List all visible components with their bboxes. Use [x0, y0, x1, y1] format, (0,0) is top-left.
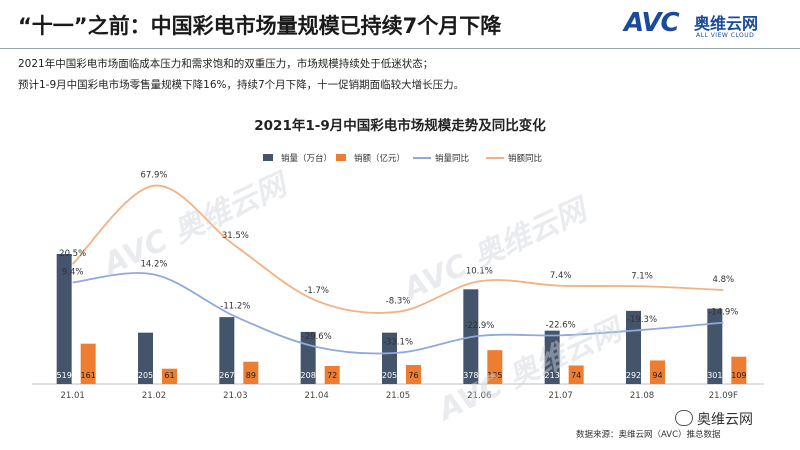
bar-amount — [80, 343, 96, 384]
bar-amount — [243, 361, 259, 384]
line-volume-yoy-label: -22.6% — [546, 320, 576, 330]
line-amount-yoy-label: 67.9% — [140, 171, 167, 181]
line-amount-yoy-label: 10.1% — [466, 266, 493, 276]
bar-volume-label: 205 — [138, 371, 153, 380]
avc-logo: AVC 奥维云网 ALL VIEW CLOUD — [624, 8, 774, 44]
legend-swatch — [263, 154, 273, 161]
line-volume-yoy-label: 9.4% — [62, 267, 84, 277]
line-amount-yoy-label: 31.5% — [222, 231, 249, 241]
x-tick-label: 21.03 — [223, 391, 247, 401]
bar-volume-label: 213 — [545, 371, 560, 380]
legend-swatch — [336, 154, 346, 161]
bar-amount-label: 94 — [652, 371, 662, 380]
bar-amount-label: 74 — [571, 371, 581, 380]
bar-amount — [568, 365, 584, 384]
line-amount-yoy-label: 4.8% — [713, 275, 735, 285]
bar-volume — [219, 317, 235, 384]
logo-mark: AVC — [624, 8, 680, 38]
description-line-1: 2021年中国彩电市场面临成本压力和需求饱和的双重压力，市场规模持续处于低迷状态… — [18, 58, 434, 70]
line-volume-yoy-label: -22.9% — [464, 321, 494, 331]
x-tick-label: 21.05 — [386, 391, 410, 401]
logo-cn: 奥维云网 — [694, 14, 759, 33]
bar-volume-label: 292 — [626, 371, 641, 380]
line-amount-yoy — [72, 184, 724, 314]
header: “十一”之前：中国彩电市场量规模已持续7个月下降 AVC 奥维云网 ALL VI… — [0, 0, 800, 46]
bar-amount-label: 161 — [81, 371, 96, 380]
line-amount-yoy-label: -1.7% — [304, 286, 329, 296]
bar-amount — [162, 368, 177, 384]
logo-en: ALL VIEW CLOUD — [696, 32, 755, 39]
bar-volume — [707, 308, 723, 384]
footer-brand-label: 奥维云网 — [697, 412, 753, 428]
chart-title: 2021年1-9月中国彩电市场规模走势及同比变化 — [254, 118, 546, 134]
line-amount-yoy-label: 20.5% — [59, 249, 86, 259]
legend-label: 销额同比 — [508, 153, 542, 164]
data-source: 数据来源：奥维云网（AVC）推总数据 — [576, 430, 721, 440]
bar-volume-label: 378 — [463, 371, 478, 380]
x-tick-label: 21.02 — [142, 391, 166, 401]
bar-volume — [382, 332, 397, 384]
x-tick-label: 21.04 — [304, 391, 328, 401]
line-volume-yoy-label: -11.2% — [220, 302, 250, 312]
bar-amount-label: 89 — [246, 371, 256, 380]
x-tick-label: 21.08 — [630, 391, 654, 401]
bar-amount-label: 61 — [164, 371, 174, 380]
bar-volume-label: 208 — [301, 371, 316, 380]
line-amount-yoy-label: 7.1% — [631, 271, 653, 281]
header-divider — [0, 48, 800, 49]
legend-label: 销量（万台） — [281, 153, 332, 164]
x-tick-label: 21.06 — [467, 391, 491, 401]
legend-label: 销量同比 — [435, 153, 469, 164]
line-volume-yoy-label: -19.3% — [627, 315, 657, 325]
bar-volume — [138, 332, 153, 384]
x-tick-label: 21.07 — [548, 391, 572, 401]
bar-amount — [406, 364, 421, 384]
x-tick-label: 21.09F — [709, 391, 738, 401]
line-volume-yoy-label: -14.9% — [708, 308, 738, 318]
bar-amount-label: 135 — [487, 371, 502, 380]
bar-volume — [544, 330, 560, 384]
page-title: “十一”之前：中国彩电市场量规模已持续7个月下降 — [18, 14, 502, 38]
bar-volume-label: 519 — [57, 371, 72, 380]
footer-brand: 奥维云网 — [675, 409, 753, 429]
bar-amount-label: 72 — [327, 371, 337, 380]
bar-amount — [731, 356, 747, 384]
wechat-icon — [675, 410, 693, 426]
line-amount-yoy-label: 7.4% — [550, 271, 572, 281]
bar-volume-label: 301 — [707, 371, 722, 380]
legend-label: 销额（亿元） — [354, 153, 405, 164]
bar-amount — [487, 350, 503, 384]
line-volume-yoy-label: -29.6% — [302, 332, 332, 342]
bar-volume-label: 205 — [382, 371, 397, 380]
bar-amount — [650, 360, 665, 384]
bar-amount-label: 109 — [731, 371, 746, 380]
x-tick-label: 21.01 — [60, 391, 84, 401]
bar-amount-label: 76 — [408, 371, 418, 380]
line-amount-yoy-label: -8.3% — [386, 297, 411, 307]
line-volume-yoy-label: -33.1% — [383, 338, 413, 348]
line-volume-yoy — [72, 272, 724, 355]
bar-volume-label: 267 — [219, 371, 234, 380]
bar-amount — [324, 365, 340, 384]
bar-volume — [56, 254, 72, 384]
bar-volume — [626, 310, 641, 384]
line-volume-yoy-label: 14.2% — [140, 260, 167, 270]
description-line-2: 预计1-9月中国彩电市场零售量规模下降16%，持续7个月下降，十一促销期面临较大… — [18, 79, 465, 91]
